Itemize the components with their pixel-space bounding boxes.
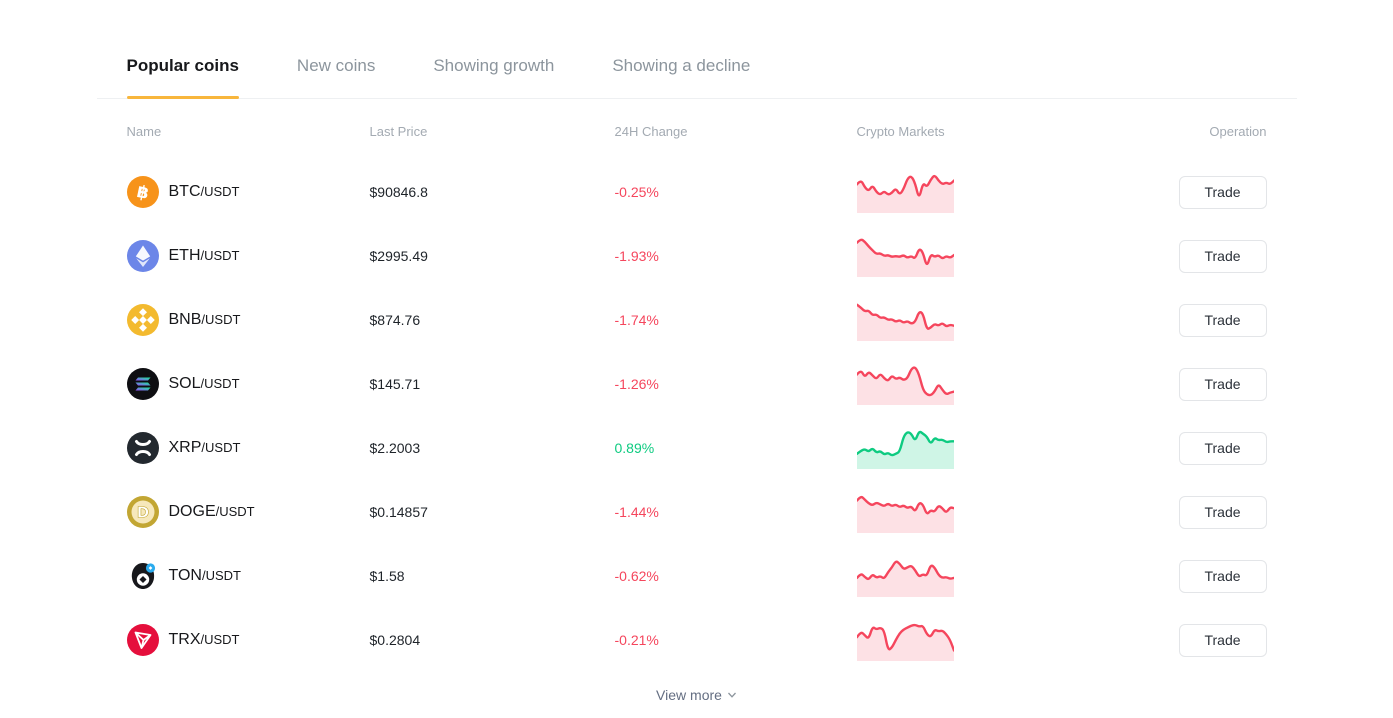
coin-symbol: BNB: [168, 311, 202, 328]
header-name: Name: [126, 124, 162, 139]
btc-icon: ฿: [126, 176, 159, 208]
coin-name-cell: XRP/USDT: [126, 432, 370, 464]
table-row: TRX/USDT $0.2804 -0.21% Trade: [97, 608, 1297, 672]
ton-icon: [127, 560, 159, 592]
coin-name-cell: ฿ BTC/USDT: [126, 176, 370, 208]
sparkline-chart: [856, 555, 1179, 597]
header-operation: Operation: [1209, 124, 1267, 139]
coin-symbol: TON: [168, 567, 202, 584]
header-markets: Crypto Markets: [856, 124, 945, 139]
trade-button[interactable]: Trade: [1178, 175, 1267, 209]
coin-quote: /USDT: [200, 376, 240, 391]
trade-button[interactable]: Trade: [1178, 623, 1267, 657]
svg-text:D: D: [136, 504, 148, 522]
change-24h: -1.93%: [614, 248, 659, 264]
coin-quote: /USDT: [201, 312, 241, 327]
popular-coins-panel: Popular coins New coins Showing growth Show…: [96, 0, 1297, 705]
table-row: BNB/USDT $874.76 -1.74% Trade: [97, 288, 1297, 352]
last-price: $874.76: [369, 312, 421, 328]
xrp-icon: [126, 432, 159, 464]
svg-text:฿: ฿: [134, 182, 150, 204]
coin-name-cell: TRX/USDT: [126, 624, 370, 656]
tab-showing-a-decline[interactable]: Showing a decline: [612, 56, 751, 75]
table-row: SOL/USDT $145.71 -1.26% Trade: [97, 352, 1297, 416]
table-row: D DOGE/USDT $0.14857 -1.44% Trade: [97, 480, 1297, 544]
sol-icon: [126, 368, 159, 400]
sparkline-chart: [856, 299, 1179, 341]
coin-pair: TRX/USDT: [169, 631, 240, 649]
last-price: $1.58: [369, 568, 405, 584]
change-24h: -1.44%: [614, 504, 659, 520]
tab-showing-growth[interactable]: Showing growth: [433, 56, 555, 75]
eth-icon: [126, 240, 159, 272]
table-header-row: Name Last Price 24H Change Crypto Market…: [97, 124, 1297, 139]
coin-name-cell: SOL/USDT: [126, 368, 370, 400]
table-row: ETH/USDT $2995.49 -1.93% Trade: [97, 224, 1297, 288]
table-row: ฿ BTC/USDT $90846.8 -0.25% Trade: [97, 160, 1297, 224]
last-price: $2.2003: [369, 440, 421, 456]
sparkline-chart: [856, 427, 1179, 469]
sparkline-chart: [856, 619, 1179, 661]
change-24h: -0.62%: [614, 568, 659, 584]
last-price: $2995.49: [369, 248, 428, 264]
coin-name-cell: TON/USDT: [127, 560, 370, 592]
coin-pair: ETH/USDT: [169, 247, 240, 265]
coin-pair: XRP/USDT: [169, 439, 241, 457]
last-price: $0.2804: [369, 632, 421, 648]
bnb-icon: [126, 304, 159, 336]
coin-symbol: XRP: [168, 439, 202, 456]
coin-symbol: TRX: [168, 631, 201, 648]
coin-name-cell: D DOGE/USDT: [126, 496, 370, 528]
tab-new-coins[interactable]: New coins: [296, 56, 376, 75]
coin-symbol: SOL: [168, 375, 201, 392]
view-more-button[interactable]: View more: [656, 687, 737, 703]
trx-icon: [126, 624, 159, 656]
view-more-label: View more: [656, 687, 722, 703]
last-price: $0.14857: [369, 504, 428, 520]
change-24h: -1.74%: [614, 312, 659, 328]
last-price: $90846.8: [369, 184, 428, 200]
view-more-container: View more: [97, 687, 1297, 705]
coin-pair: SOL/USDT: [169, 375, 240, 393]
change-24h: -0.21%: [614, 632, 659, 648]
coin-name-cell: ETH/USDT: [126, 240, 370, 272]
coin-symbol: BTC: [168, 183, 201, 200]
trade-button[interactable]: Trade: [1178, 495, 1267, 529]
coin-quote: /USDT: [215, 504, 255, 519]
trade-button[interactable]: Trade: [1178, 303, 1267, 337]
sparkline-chart: [856, 235, 1179, 277]
coin-quote: /USDT: [201, 568, 241, 583]
sparkline-chart: [856, 491, 1179, 533]
coin-symbol: DOGE: [168, 503, 216, 520]
change-24h: 0.89%: [614, 440, 655, 456]
sparkline-chart: [856, 171, 1179, 213]
header-change: 24H Change: [614, 124, 688, 139]
header-price: Last Price: [369, 124, 428, 139]
coin-pair: DOGE/USDT: [169, 503, 255, 521]
coin-quote: /USDT: [201, 440, 241, 455]
trade-button[interactable]: Trade: [1178, 559, 1267, 593]
coin-quote: /USDT: [200, 632, 240, 647]
change-24h: -0.25%: [614, 184, 659, 200]
market-tabs: Popular coins New coins Showing growth Show…: [96, 56, 1297, 99]
change-24h: -1.26%: [614, 376, 659, 392]
trade-button[interactable]: Trade: [1178, 239, 1267, 273]
chevron-down-icon: [727, 692, 736, 698]
coin-pair: TON/USDT: [169, 567, 241, 585]
doge-icon: D: [126, 496, 159, 528]
coin-pair: BTC/USDT: [169, 183, 240, 201]
coin-table-body: ฿ BTC/USDT $90846.8 -0.25% Trade ETH/USD…: [97, 160, 1297, 672]
table-row: TON/USDT $1.58 -0.62% Trade: [97, 544, 1297, 608]
coin-quote: /USDT: [200, 184, 240, 199]
table-row: XRP/USDT $2.2003 0.89% Trade: [97, 416, 1297, 480]
sparkline-chart: [856, 363, 1179, 405]
coin-symbol: ETH: [168, 247, 201, 264]
trade-button[interactable]: Trade: [1178, 431, 1267, 465]
last-price: $145.71: [369, 376, 421, 392]
coin-quote: /USDT: [200, 248, 240, 263]
tab-popular-coins[interactable]: Popular coins: [126, 56, 240, 99]
trade-button[interactable]: Trade: [1178, 367, 1267, 401]
coin-name-cell: BNB/USDT: [126, 304, 370, 336]
coin-pair: BNB/USDT: [169, 311, 241, 329]
